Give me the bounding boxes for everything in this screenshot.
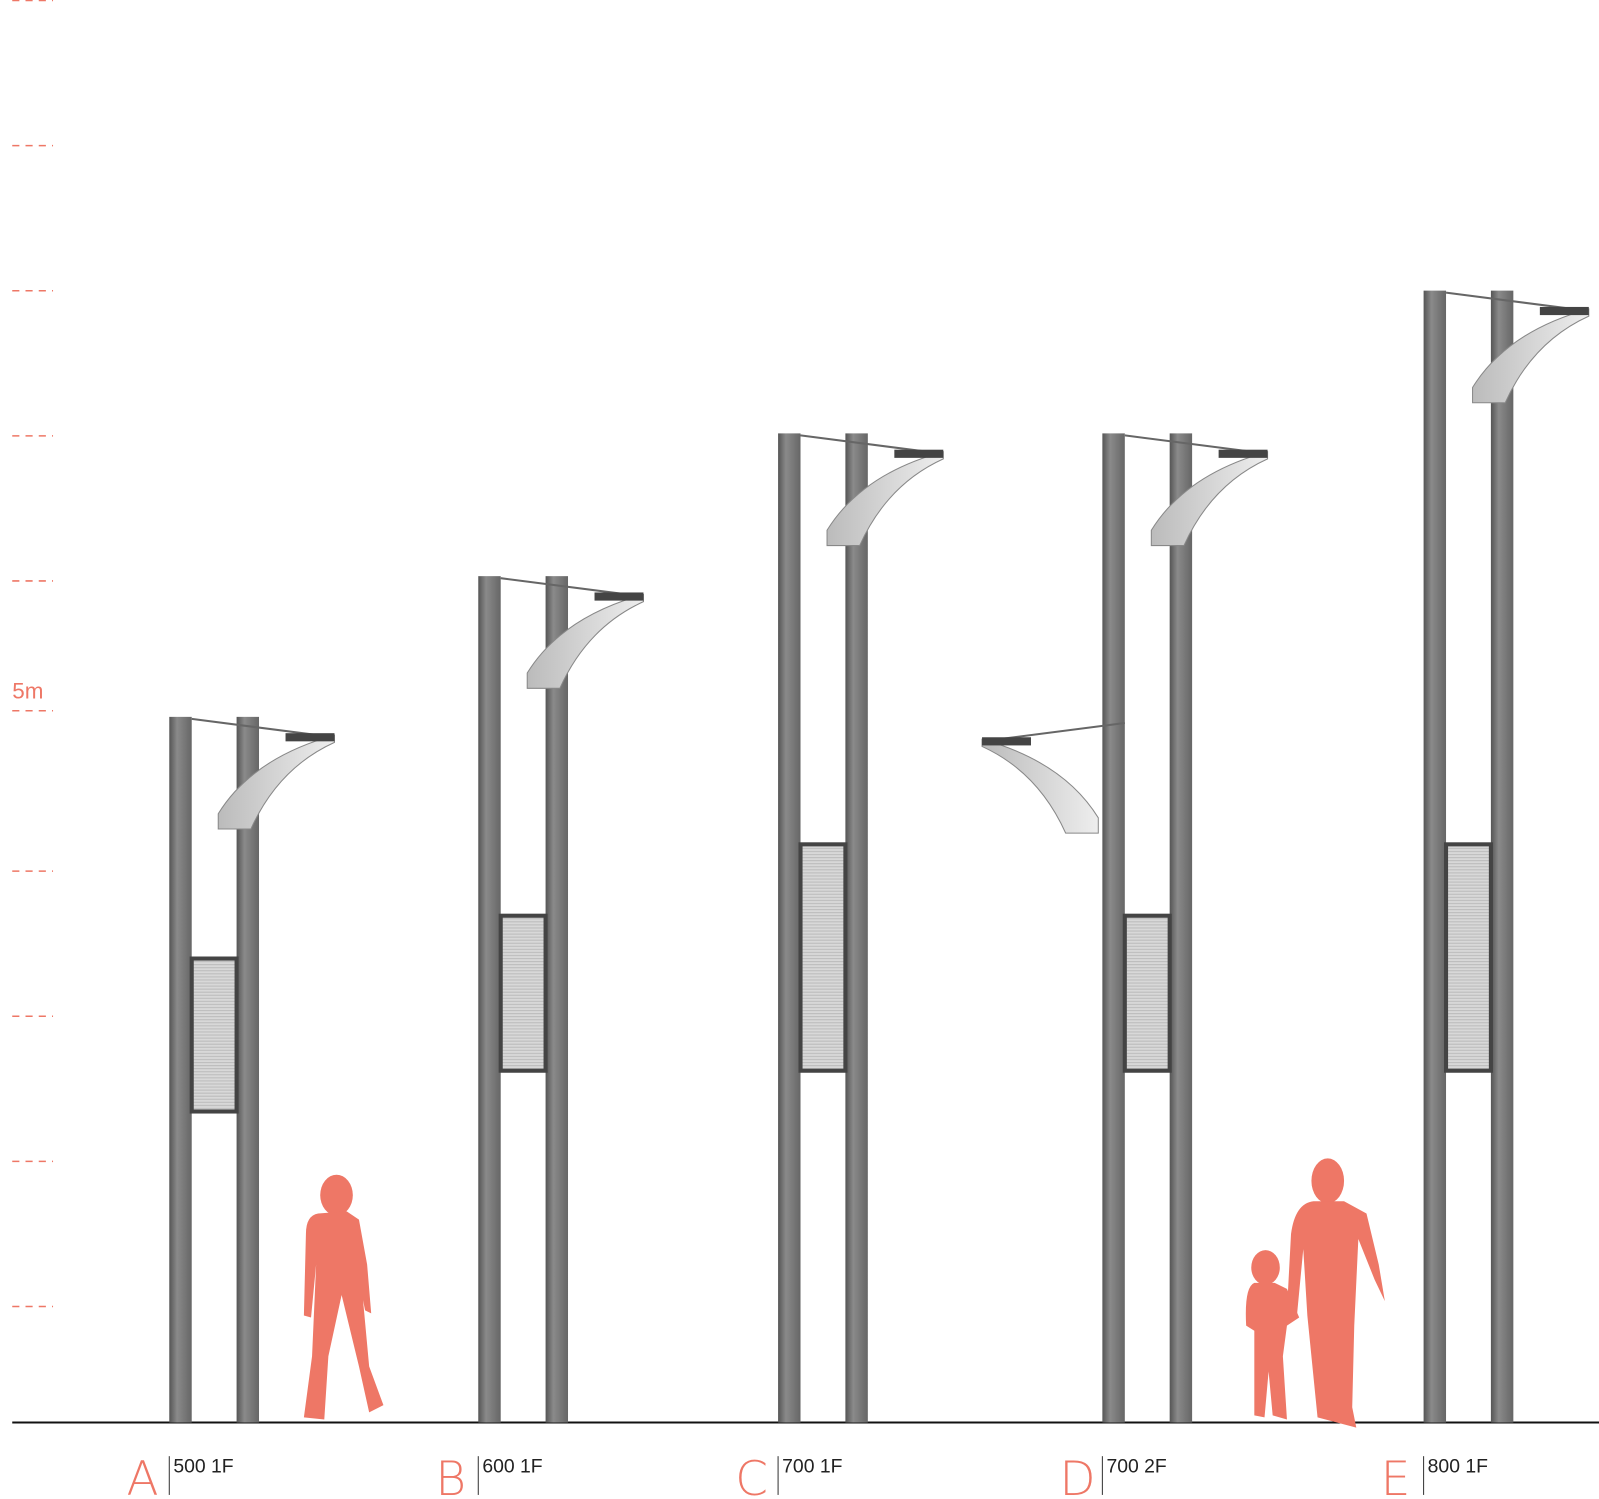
lamp-head <box>894 449 944 458</box>
person-walking <box>303 1174 384 1420</box>
pole: B 600 1F <box>435 576 644 1499</box>
pole-bar <box>1169 433 1193 1423</box>
panel <box>798 842 848 1073</box>
panel <box>1443 842 1493 1073</box>
pole-letter: E <box>1381 1452 1411 1499</box>
poles: A 500 1F B 600 1F C 700 1F D 700 2F E 800 1F <box>126 290 1590 1499</box>
pole-letter: A <box>126 1452 158 1499</box>
pole-letter: D <box>1060 1452 1096 1499</box>
pole-bar <box>845 433 868 1423</box>
person-adult <box>1286 1158 1385 1428</box>
pole: A 500 1F <box>126 716 335 1499</box>
pole-bar <box>1102 433 1125 1423</box>
lamp-head <box>1539 306 1589 316</box>
pole: C 700 1F <box>735 433 944 1499</box>
pole-bar <box>1490 290 1514 1423</box>
pole-label: 700 1F <box>782 1455 842 1477</box>
height-marks <box>12 0 54 1308</box>
pole: E 800 1F <box>1381 290 1590 1499</box>
pole-label: 600 1F <box>482 1455 542 1477</box>
scale-label: 5m <box>12 679 43 704</box>
luminaire <box>826 451 944 547</box>
luminaire <box>1472 308 1590 404</box>
people <box>303 1158 1385 1428</box>
pole-letter: C <box>735 1452 768 1499</box>
pole-label: 500 1F <box>173 1455 233 1477</box>
pole-bar <box>478 576 501 1423</box>
pole-letter: B <box>435 1452 466 1499</box>
pole: D 700 2F <box>981 433 1269 1499</box>
panel <box>189 956 239 1114</box>
luminaire <box>526 593 644 689</box>
panel <box>1122 913 1172 1073</box>
pole-bar <box>1423 290 1447 1423</box>
pole-label: 700 2F <box>1106 1455 1166 1477</box>
pole-bar <box>545 576 569 1423</box>
pole-bar <box>169 716 192 1423</box>
panel <box>498 913 548 1073</box>
pole-bar <box>778 433 801 1423</box>
luminaire <box>981 738 1099 834</box>
luminaire <box>217 734 335 830</box>
lamp-head <box>982 737 1031 746</box>
lamp-head <box>1218 449 1268 458</box>
luminaire <box>1150 451 1269 547</box>
pole-label: 800 1F <box>1428 1455 1488 1477</box>
pole-bar <box>236 716 260 1423</box>
lamp-head <box>594 592 644 601</box>
lamp-head <box>285 733 335 742</box>
person-child <box>1245 1250 1300 1420</box>
